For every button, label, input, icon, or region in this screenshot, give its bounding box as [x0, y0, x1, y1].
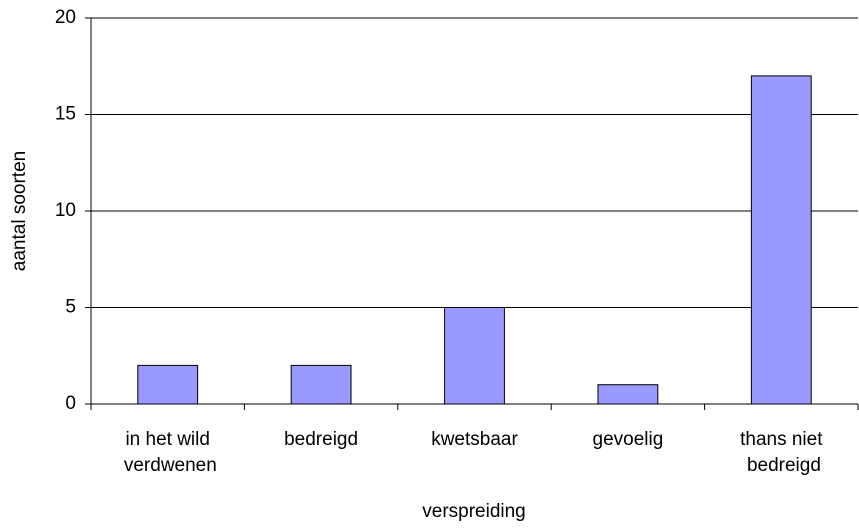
- bar: [750, 75, 812, 405]
- bar: [137, 364, 199, 405]
- y-axis-label: aantal soorten: [9, 151, 30, 271]
- x-tick-label: in het wild verdwenen: [119, 429, 217, 476]
- y-tick-label: 5: [65, 297, 76, 318]
- bar: [597, 384, 659, 405]
- x-tick-label: bedreigd: [284, 429, 358, 450]
- x-tick-label: kwetsbaar: [431, 429, 518, 450]
- y-tick-label: 20: [55, 7, 76, 28]
- y-tick-label: 15: [55, 104, 76, 125]
- bar: [444, 307, 505, 405]
- x-tick-label: thans niet bedreigd: [740, 429, 823, 476]
- y-tick-label: 0: [65, 393, 76, 414]
- y-tick-label: 10: [55, 200, 76, 221]
- bar: [290, 364, 352, 405]
- x-axis-label: verspreiding: [422, 501, 526, 522]
- x-tick-label: gevoelig: [593, 429, 664, 450]
